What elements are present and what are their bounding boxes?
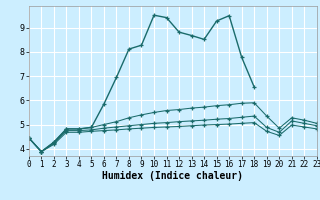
X-axis label: Humidex (Indice chaleur): Humidex (Indice chaleur) <box>102 171 243 181</box>
